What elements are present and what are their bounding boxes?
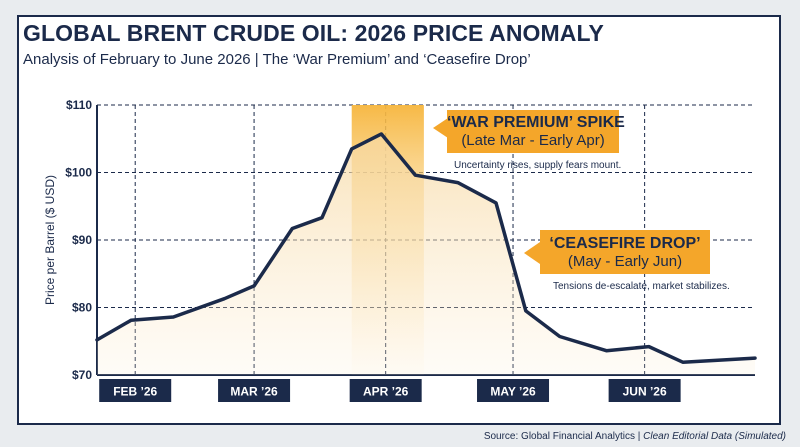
- ceasefire-callout-range: (May - Early Jun): [567, 253, 683, 270]
- price-point: [456, 181, 460, 185]
- chart-subtitle: Analysis of February to June 2026 | The …: [23, 51, 531, 68]
- war-premium-callout: ‘WAR PREMIUM’ SPIKE (Late Mar - Early Ap…: [447, 110, 625, 153]
- price-point: [252, 284, 256, 288]
- price-point: [222, 297, 226, 301]
- ceasefire-drop-callout: ‘CEASEFIRE DROP’ (May - Early Jun): [540, 230, 710, 274]
- price-point: [524, 309, 528, 313]
- price-point: [413, 173, 417, 177]
- x-tick-box: [477, 379, 550, 402]
- x-tick-box: [218, 379, 291, 402]
- price-area-fill: [97, 134, 755, 375]
- source-note: Source: Global Financial Analytics | Cle…: [484, 431, 786, 442]
- y-axis-ticks: $70 $80 $90 $100 $110: [65, 98, 92, 382]
- x-tick-label: MAR ’26: [230, 385, 278, 399]
- y-axis-label: Price per Barrel ($ USD): [43, 175, 57, 305]
- source-prefix: Source: Global Financial Analytics |: [483, 431, 644, 442]
- price-point: [558, 335, 562, 339]
- source-italic: Clean Editorial Data (Simulated): [643, 431, 786, 442]
- price-point: [681, 360, 685, 364]
- price-point: [129, 318, 133, 322]
- y-tick-label: $70: [72, 368, 92, 382]
- y-tick-label: $110: [66, 98, 92, 112]
- x-tick-label: APR ’26: [363, 385, 409, 399]
- price-point: [290, 227, 294, 231]
- x-tick-box: [349, 379, 422, 402]
- price-point: [95, 338, 99, 342]
- x-tick-label: JUN ’26: [623, 385, 667, 399]
- war-callout-range: (Late Mar - Early Apr): [461, 132, 605, 149]
- price-point: [753, 356, 757, 360]
- price-line: [95, 132, 757, 364]
- x-tick-box: [608, 379, 681, 402]
- price-point: [494, 201, 498, 205]
- price-point: [171, 315, 175, 319]
- x-tick-box: [99, 379, 172, 402]
- y-tick-label: $80: [72, 301, 92, 315]
- war-callout-note: Uncertainty rises, supply fears mount.: [454, 160, 622, 171]
- price-point: [604, 349, 608, 353]
- x-tick-label: MAY ’26: [490, 385, 536, 399]
- price-point: [320, 216, 324, 220]
- y-tick-label: $90: [72, 233, 92, 247]
- ceasefire-callout-pointer: [524, 242, 540, 264]
- war-callout-pointer: [433, 118, 448, 138]
- y-tick-label: $100: [65, 166, 92, 180]
- price-point: [647, 345, 651, 349]
- price-point: [350, 147, 354, 151]
- x-tick-label: FEB ’26: [113, 385, 157, 399]
- ceasefire-callout-note: Tensions de-escalate, market stabilizes.: [553, 281, 730, 292]
- x-axis-ticks: FEB ’26 MAR ’26 APR ’26 MAY ’26 JUN ’26: [99, 379, 681, 402]
- ceasefire-callout-title: ‘CEASEFIRE DROP’: [549, 235, 701, 252]
- war-callout-title: ‘WAR PREMIUM’ SPIKE: [447, 114, 625, 131]
- price-point: [379, 132, 383, 136]
- chart-title: GLOBAL BRENT CRUDE OIL: 2026 PRICE ANOMA…: [23, 20, 604, 46]
